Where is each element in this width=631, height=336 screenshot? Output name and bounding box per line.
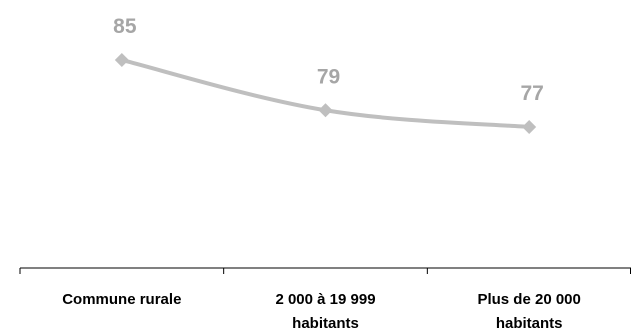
category-label: habitants [292,315,359,332]
x-axis [19,267,631,274]
data-point-marker [522,120,537,134]
data-label: 77 [520,82,543,105]
data-point-marker [318,103,333,118]
data-point-marker [114,53,129,67]
category-label: habitants [496,315,563,332]
data-label: 79 [317,65,340,88]
data-label-group: 85 79 77 [113,15,544,105]
category-label: Commune rurale [62,291,181,308]
category-label: Plus de 20 000 [477,291,580,308]
category-label: 2 000 à 19 999 [275,291,375,308]
data-label: 85 [113,15,137,38]
category-label-group: Commune rurale 2 000 à 19 999 habitants Plu… [62,291,581,332]
marker-group [114,53,537,134]
